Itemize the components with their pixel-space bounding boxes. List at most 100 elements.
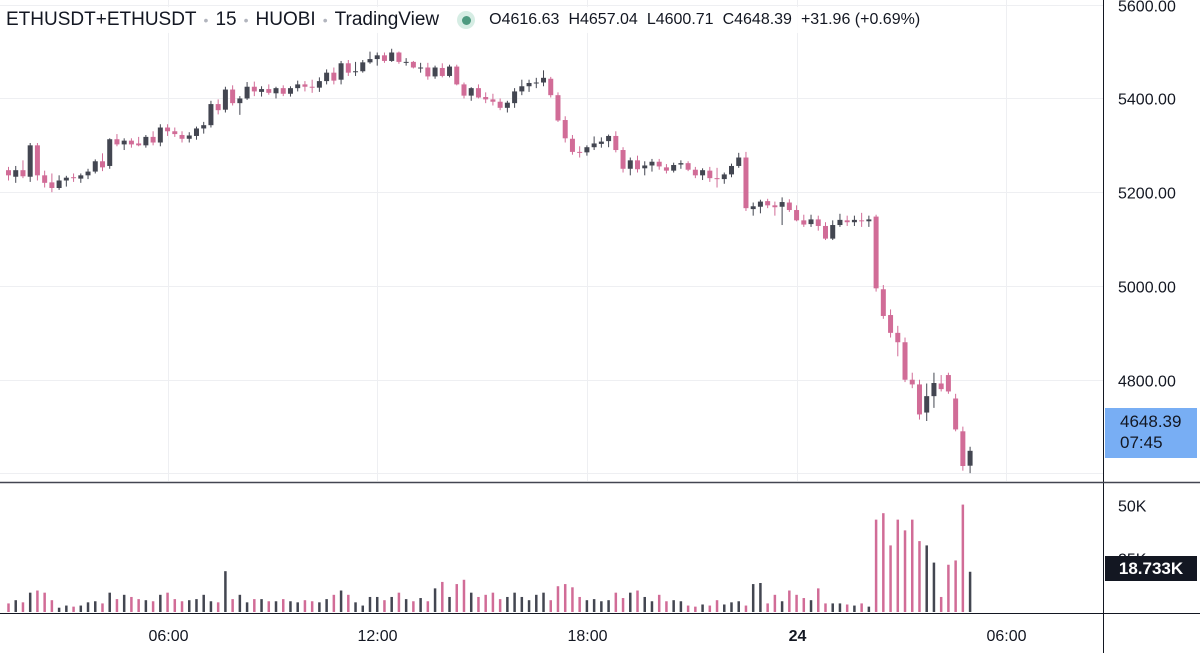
candle-body <box>172 131 178 135</box>
candle-body <box>541 77 547 83</box>
candle-body <box>757 201 763 207</box>
candle-body <box>620 150 626 169</box>
candle-body <box>490 99 496 102</box>
candle-body <box>916 384 922 415</box>
candle-body <box>815 219 821 226</box>
volume-bar <box>101 603 104 612</box>
volume-bar <box>130 596 133 612</box>
candle-body <box>606 135 612 142</box>
candle-body <box>627 160 633 169</box>
candle-body <box>851 219 857 223</box>
volume-bar <box>578 596 581 612</box>
volume-bar <box>238 594 242 612</box>
candle-body <box>649 161 655 166</box>
time-axis[interactable]: 06:00 12:00 18:00 24 06:00 <box>148 628 1026 645</box>
volume-bar <box>36 590 39 612</box>
volume-bar <box>903 530 907 612</box>
volume-bar <box>723 604 726 612</box>
candle-body <box>425 67 431 77</box>
volume-bar <box>390 596 393 612</box>
volume-bar <box>549 600 552 612</box>
candle-body <box>707 170 713 179</box>
volume-bar <box>563 584 567 612</box>
volume-bar <box>151 601 155 612</box>
volume-bar <box>448 596 451 612</box>
candle-body <box>186 135 192 139</box>
candle-body <box>128 140 134 145</box>
volume-bar <box>224 571 227 612</box>
candle-body <box>526 82 532 87</box>
open-value: O4616.63 <box>489 11 560 28</box>
volume-bar <box>289 601 292 612</box>
volume-bar <box>759 583 762 612</box>
candle-body <box>193 128 199 136</box>
volume-bar <box>592 599 596 612</box>
candle-body <box>302 84 308 87</box>
candle-body <box>786 202 792 211</box>
candle-body <box>20 170 26 177</box>
volume-bar <box>383 600 386 612</box>
volume-bar <box>180 601 184 612</box>
candle-body <box>165 127 171 132</box>
candle-body <box>533 82 539 84</box>
candle-body <box>945 375 951 392</box>
volume-bar <box>968 571 972 612</box>
candle-body <box>569 138 575 152</box>
candle-body <box>353 71 359 73</box>
candle-body <box>381 55 387 61</box>
volume-bar <box>166 592 169 612</box>
volume-bar <box>281 599 285 612</box>
volume-bar <box>932 562 936 612</box>
volume-bar <box>809 600 813 612</box>
candle-body <box>396 52 402 62</box>
candle-body <box>215 104 221 111</box>
candle-body <box>888 315 894 333</box>
candle-body <box>678 163 684 165</box>
candle-body <box>49 182 55 188</box>
volume-bar <box>202 594 205 612</box>
provider-label: TradingView <box>334 9 440 30</box>
candle-body <box>237 98 243 104</box>
volume-bar <box>961 504 965 612</box>
volume-bar <box>296 602 299 612</box>
volume-bar <box>303 600 307 612</box>
volume-bar <box>701 604 704 612</box>
market-open-status-icon[interactable] <box>457 11 476 29</box>
volume-bar <box>375 596 379 612</box>
candle-body <box>808 219 814 225</box>
price-axis[interactable]: 5600.00 5400.00 5200.00 5000.00 4800.00 <box>1118 0 1176 391</box>
candle-body <box>671 165 677 171</box>
volume-bar <box>542 592 545 612</box>
candle-body <box>700 170 706 176</box>
candle-body <box>27 145 33 177</box>
volume-bar <box>556 586 560 612</box>
candle-body <box>830 225 836 239</box>
volume-bar <box>216 602 220 612</box>
volume-bar <box>419 598 422 612</box>
candle-body <box>519 86 525 92</box>
volume-bar <box>918 541 921 612</box>
volume-bar <box>115 599 119 612</box>
candle-body <box>960 431 966 466</box>
candle-body <box>729 165 734 175</box>
volume-bar <box>730 602 733 612</box>
volume-bar <box>708 605 712 612</box>
candle-body <box>143 136 149 146</box>
interval-label[interactable]: 15 <box>215 9 237 30</box>
price-tick-label: 4800.00 <box>1118 374 1176 391</box>
candle-body <box>685 163 691 170</box>
volume-bar <box>455 584 459 612</box>
volume-bar <box>21 602 25 612</box>
volume-bar <box>469 592 473 612</box>
symbol-name[interactable]: ETHUSDT+ETHUSDT <box>6 9 197 30</box>
candle-body <box>360 62 366 72</box>
volume-bar <box>253 599 256 612</box>
candle-body <box>902 342 908 380</box>
candle-body <box>779 202 785 207</box>
candle-body <box>107 139 113 166</box>
candle-body <box>418 67 424 69</box>
price-tick-label: 5400.00 <box>1118 92 1176 109</box>
candle-body <box>772 205 778 208</box>
volume-bar <box>621 598 625 612</box>
